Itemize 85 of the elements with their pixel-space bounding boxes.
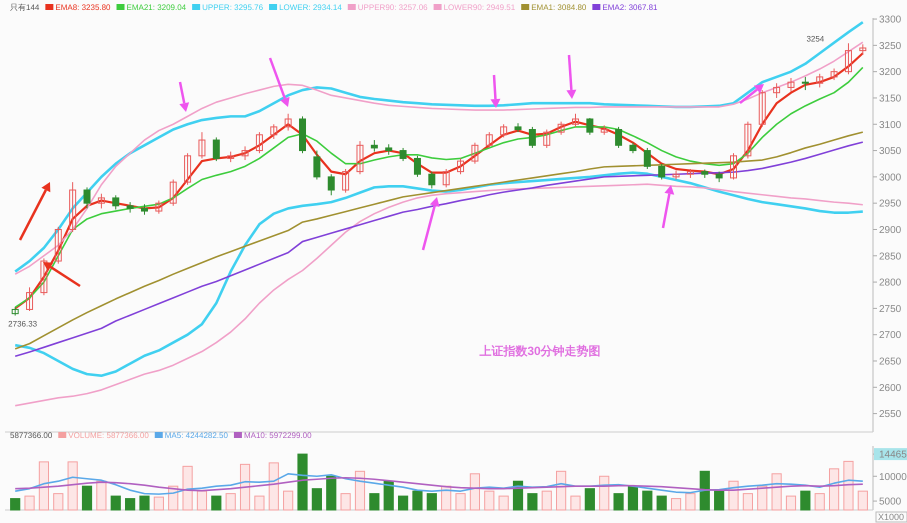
candlestick (629, 142, 636, 154)
candlestick (270, 124, 278, 140)
legend-item: UPPER: 3295.76 (202, 3, 264, 12)
candlestick (26, 286, 34, 312)
candlestick (184, 152, 192, 186)
y-tick-label: 2700 (879, 330, 902, 342)
candlestick (802, 76, 809, 91)
candlestick (328, 174, 335, 196)
candlestick (198, 132, 206, 159)
legend-item: EMA1: 3084.80 (531, 3, 586, 12)
y-tick-label: 3150 (879, 93, 902, 104)
candlestick (787, 77, 794, 92)
candlestick (98, 193, 105, 209)
candlestick (428, 171, 436, 189)
y-tick-label: 2550 (879, 409, 902, 420)
candlestick (284, 113, 292, 132)
candlestick (242, 146, 249, 161)
y-tick-label: 5000 (879, 496, 902, 508)
legend-item: 5877366.00 (10, 431, 52, 440)
candlestick (356, 140, 364, 175)
legend-item: EMA2: 3067.81 (602, 3, 658, 12)
candlestick (256, 132, 263, 154)
annotation: 上证指数30分钟走势图 (479, 344, 601, 358)
y-tick-label: 14465 (879, 450, 907, 461)
y-tick-label: 3100 (879, 120, 902, 131)
annotation: X1000 (878, 512, 904, 522)
y-tick-label: 3000 (879, 172, 902, 184)
candlestick (558, 121, 565, 136)
candlestick (543, 129, 550, 148)
legend-item: MA5: 4244282.50 (164, 431, 228, 440)
y-tick-label: 2650 (879, 356, 902, 368)
y-tick-label: 2600 (879, 382, 902, 394)
annotation: 2736.33 (8, 320, 38, 329)
legend-item: VOLUME: 5877366.00 (68, 431, 149, 440)
legend-item: EMA8: 3235.80 (55, 3, 111, 12)
legend-item: 只有144 (10, 3, 40, 12)
y-tick-label: 2850 (879, 251, 902, 262)
y-tick-label: 2750 (879, 304, 902, 315)
y-tick-label: 3200 (879, 67, 902, 78)
candlestick (370, 140, 378, 152)
legend-item: MA10: 5972299.00 (244, 431, 312, 440)
candlestick (140, 204, 148, 216)
y-tick-label: 3050 (879, 146, 902, 158)
candlestick (212, 136, 220, 162)
y-tick-label: 10000 (879, 472, 907, 483)
candlestick (155, 200, 162, 214)
legend-item: LOWER: 2934.14 (279, 3, 342, 12)
candlestick (830, 68, 838, 81)
candlestick (112, 194, 120, 210)
candlestick (615, 126, 622, 148)
candlestick (716, 171, 723, 183)
candlestick (442, 168, 450, 188)
candlestick (600, 124, 608, 136)
candlestick (69, 182, 76, 233)
legend-item: UPPER90: 3257.06 (358, 3, 428, 12)
candlestick (342, 168, 350, 194)
y-tick-label: 3250 (879, 40, 902, 52)
candlestick (528, 126, 536, 148)
candlestick (84, 186, 91, 209)
y-tick-label: 3300 (879, 14, 902, 26)
candlestick (400, 147, 407, 162)
candlestick (773, 82, 780, 98)
candlestick (385, 144, 392, 156)
candlestick (486, 132, 493, 148)
y-tick-label: 2900 (879, 224, 902, 236)
candlestick (844, 42, 852, 75)
y-tick-label: 2800 (879, 278, 902, 289)
candlestick (471, 142, 478, 164)
candlestick (658, 163, 666, 180)
candlestick (126, 202, 134, 214)
y-tick-label: 2950 (879, 198, 902, 210)
legend-item: EMA21: 3209.04 (126, 3, 186, 12)
candlestick (500, 124, 508, 138)
annotation: 3254 (806, 34, 824, 44)
candlestick (457, 158, 464, 175)
candlestick (227, 151, 234, 163)
candlestick (586, 117, 594, 136)
candlestick (816, 73, 824, 88)
candlestick (859, 44, 866, 56)
candlestick (170, 178, 177, 206)
legend-item: LOWER90: 2949.51 (444, 3, 516, 12)
candlestick (414, 155, 421, 178)
candlestick (572, 113, 579, 128)
candlestick (644, 147, 651, 170)
candlestick (313, 150, 320, 180)
